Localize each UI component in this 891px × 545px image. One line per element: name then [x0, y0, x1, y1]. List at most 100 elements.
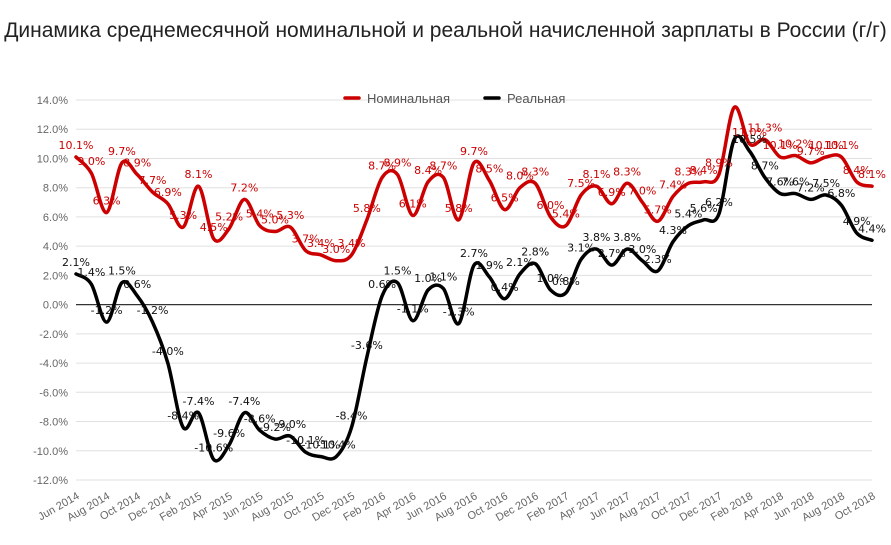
nominal-data-label: 5.0% — [261, 214, 289, 227]
real-data-label: 7.6% — [766, 176, 794, 189]
legend-label-real: Реальная — [507, 91, 565, 106]
y-tick-label: 12.0% — [37, 124, 68, 136]
nominal-data-label: 5.8% — [353, 202, 381, 215]
y-tick-label: -2.0% — [39, 329, 68, 341]
nominal-data-label: 6.5% — [491, 192, 519, 205]
nominal-series-line — [74, 105, 874, 263]
y-tick-label: 6.0% — [43, 212, 68, 224]
nominal-data-label: 8.1% — [582, 168, 610, 181]
real-data-label: 1.9% — [475, 259, 503, 272]
real-data-label: 0.6% — [123, 278, 151, 291]
real-data-label: 1.0% — [414, 272, 442, 285]
real-data-label: 7.5% — [812, 177, 840, 190]
real-data-label: 0.8% — [552, 275, 580, 288]
nominal-data-label: 5.4% — [552, 208, 580, 221]
nominal-data-label: 5.2% — [215, 211, 243, 224]
real-data-label: -1.2% — [137, 304, 169, 317]
real-data-label: 1.5% — [108, 265, 136, 278]
nominal-data-label: 7.5% — [567, 177, 595, 190]
real-data-label: 7.6% — [781, 176, 809, 189]
real-series-line — [74, 134, 874, 463]
real-data-label: -1.2% — [91, 304, 123, 317]
nominal-data-label: 10.1% — [824, 139, 859, 152]
nominal-data-label: 8.9% — [705, 157, 733, 170]
real-data-label: 5.4% — [674, 208, 702, 221]
real-data-label: 0.4% — [491, 281, 519, 294]
real-data-label: 2.1% — [506, 256, 534, 269]
real-data-label: -9.6% — [213, 427, 245, 440]
real-data-label: 8.7% — [751, 159, 779, 172]
nominal-data-label: 8.3% — [613, 165, 641, 178]
y-tick-label: 0.0% — [43, 300, 68, 312]
real-data-label: 2.8% — [521, 246, 549, 259]
y-tick-label: -6.0% — [39, 387, 68, 399]
nominal-data-label: 3.7% — [292, 233, 320, 246]
real-data-label: -10.1% — [301, 439, 340, 452]
real-data-label: 7.2% — [797, 181, 825, 194]
nominal-data-label: 8.9% — [123, 157, 151, 170]
nominal-data-label: 6.9% — [598, 186, 626, 199]
nominal-data-label: 8.3% — [521, 165, 549, 178]
nominal-data-label: 3.4% — [338, 237, 366, 250]
real-data-label: 2.7% — [460, 247, 488, 260]
real-data-label: 4.9% — [843, 215, 871, 228]
nominal-data-label: 8.9% — [383, 157, 411, 170]
y-tick-label: -12.0% — [33, 475, 68, 487]
real-data-label: 3.1% — [567, 241, 595, 254]
nominal-data-label: 8.3% — [674, 165, 702, 178]
nominal-data-label: 5.3% — [169, 209, 197, 222]
chart-title: Динамика среднемесячной номинальной и ре… — [4, 19, 887, 42]
real-data-label: -8.4% — [336, 409, 368, 422]
real-data-label: -7.4% — [183, 395, 215, 408]
nominal-data-label: 6.9% — [154, 186, 182, 199]
real-data-label: 2.7% — [598, 247, 626, 260]
nominal-data-label: 3.0% — [322, 243, 350, 256]
nominal-data-label: 8.1% — [858, 168, 886, 181]
nominal-data-label: 10.1% — [59, 139, 94, 152]
nominal-data-label: 6.0% — [537, 199, 565, 212]
real-data-label: 3.8% — [582, 231, 610, 244]
nominal-data-label: 5.3% — [276, 209, 304, 222]
real-data-label: 3.8% — [613, 231, 641, 244]
nominal-data-label: 11.0% — [732, 126, 767, 139]
nominal-data-label: 3.4% — [307, 237, 335, 250]
real-data-label: 4.4% — [858, 222, 886, 235]
real-data-label: 1.0% — [537, 272, 565, 285]
nominal-data-label: 8.7% — [429, 159, 457, 172]
y-tick-label: 14.0% — [37, 95, 68, 107]
nominal-data-label: 8.0% — [506, 170, 534, 183]
real-data-label: -8.6% — [244, 412, 276, 425]
nominal-data-label: 8.4% — [690, 164, 718, 177]
real-data-label: -9.2% — [259, 421, 291, 434]
real-data-label: 3.0% — [628, 243, 656, 256]
y-tick-label: -10.0% — [33, 446, 68, 458]
real-data-label: -10.1% — [286, 434, 325, 447]
real-data-label: 5.6% — [690, 202, 718, 215]
real-data-label: -7.4% — [228, 395, 260, 408]
nominal-data-label: 6.1% — [399, 197, 427, 210]
real-data-label: -4.0% — [152, 345, 184, 358]
y-tick-label: 10.0% — [37, 153, 68, 165]
nominal-data-label: 9.0% — [77, 155, 105, 168]
real-data-label: 6.8% — [827, 187, 855, 200]
nominal-data-label: 8.1% — [184, 168, 212, 181]
y-tick-label: 4.0% — [43, 241, 68, 253]
nominal-data-label: 8.4% — [414, 164, 442, 177]
nominal-data-label: 10.2% — [778, 138, 813, 151]
y-tick-label: 2.0% — [43, 270, 68, 282]
nominal-data-label: 7.4% — [659, 178, 687, 191]
real-data-label: -1.3% — [443, 306, 475, 319]
nominal-data-label: 8.7% — [368, 159, 396, 172]
real-data-label: -9.0% — [274, 418, 306, 431]
real-data-label: -3.6% — [351, 339, 383, 352]
real-data-label: 2.3% — [644, 253, 672, 266]
nominal-data-label: 10.1% — [809, 139, 844, 152]
nominal-data-label: 6.3% — [93, 195, 121, 208]
real-data-label: 2.1% — [62, 256, 90, 269]
nominal-data-label: 4.5% — [200, 221, 228, 234]
nominal-data-label: 5.7% — [644, 203, 672, 216]
nominal-data-label: 9.7% — [108, 145, 136, 158]
nominal-data-label: 11.3% — [747, 121, 782, 134]
